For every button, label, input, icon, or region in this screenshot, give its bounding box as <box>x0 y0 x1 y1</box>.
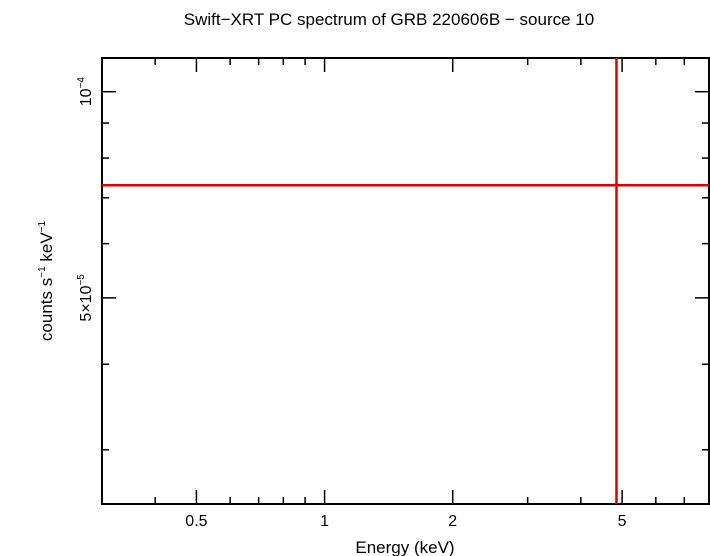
chart-title: Swift−XRT PC spectrum of GRB 220606B − s… <box>184 10 594 29</box>
y-label-sup2: −1 <box>37 220 48 232</box>
y-tick-label: 10−4 <box>76 77 95 107</box>
y-tick-label-exponent: −4 <box>76 77 87 89</box>
y-tick-label-base: 5×10 <box>78 285 95 321</box>
x-tick-label: 1 <box>320 513 329 530</box>
data-layer <box>102 58 709 504</box>
y-axis-label: counts s−1 keV−1 <box>37 220 56 341</box>
plot-area: 0.5 1 2 5 10−4 5×10−5 <box>76 57 710 530</box>
y-label-main: counts s <box>37 278 56 341</box>
y-label-sup1: −1 <box>37 266 48 278</box>
y-tick-label-base: 10 <box>78 88 95 106</box>
y-tick-label-exponent: −5 <box>76 274 87 286</box>
axis-tick-labels: 0.5 1 2 5 10−4 5×10−5 <box>76 77 627 530</box>
x-tick-label: 2 <box>448 513 457 530</box>
x-axis-label: Energy (keV) <box>355 538 454 556</box>
y-tick-label: 5×10−5 <box>76 274 95 322</box>
axis-ticks <box>101 58 710 504</box>
x-tick-label: 0.5 <box>185 513 207 530</box>
x-tick-label: 5 <box>618 513 627 530</box>
plot-frame <box>101 57 710 505</box>
y-label-mid: keV <box>37 232 56 267</box>
